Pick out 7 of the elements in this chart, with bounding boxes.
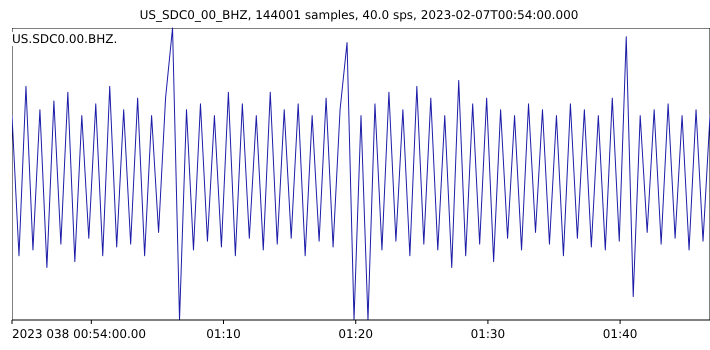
x-tick-label: 2023 038 00:54:00.00 xyxy=(12,327,146,341)
x-tick-label: 01:40 xyxy=(602,327,638,341)
annotation: US.SDC0.00.BHZ. xyxy=(12,32,118,46)
x-tick-label: 01:30 xyxy=(470,327,506,341)
x-tick-label: 01:10 xyxy=(206,327,241,341)
x-tick-label: 01:20 xyxy=(338,327,374,341)
chart-title: US_SDC0_00_BHZ, 144001 samples, 40.0 sps, 2023-02-07T00:54:00.000 xyxy=(138,8,580,22)
